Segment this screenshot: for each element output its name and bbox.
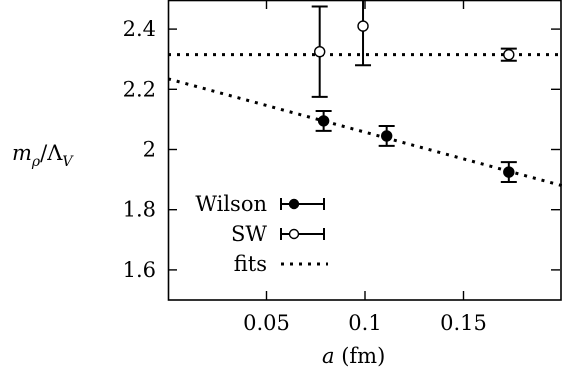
axes: 0.05 0.1 0.15 1.6 1.8 2 2.2 2.4 bbox=[123, 0, 562, 335]
marker bbox=[313, 45, 326, 58]
marker bbox=[357, 20, 369, 32]
x-tick-label: 0.1 bbox=[348, 311, 381, 335]
legend-entry-wilson: Wilson bbox=[195, 192, 325, 216]
x-axis-label: a (fm) bbox=[322, 344, 385, 368]
marker bbox=[380, 130, 393, 142]
legend-label: fits bbox=[234, 252, 267, 276]
data-point-wilson bbox=[500, 161, 517, 184]
legend-entry-fits: fits bbox=[234, 252, 328, 276]
marker bbox=[503, 48, 515, 61]
y-tick-label: 1.6 bbox=[123, 258, 156, 282]
y-tick-label: 1.8 bbox=[123, 198, 156, 222]
data-point-wilson bbox=[378, 125, 395, 147]
x-tick-label: 0.05 bbox=[243, 311, 290, 335]
fit-lines bbox=[168, 53, 562, 188]
legend-marker bbox=[288, 228, 300, 240]
marker bbox=[317, 115, 330, 127]
y-tick-label: 2 bbox=[143, 138, 156, 162]
data-points bbox=[311, 0, 517, 184]
fit-line bbox=[168, 77, 562, 188]
data-point-sw bbox=[311, 5, 328, 98]
legend-marker bbox=[288, 198, 300, 210]
legend-entry-sw: SW bbox=[231, 222, 325, 246]
legend: Wilson SW fits bbox=[195, 192, 328, 276]
data-point-wilson bbox=[315, 109, 332, 132]
y-axis-label: mρ/ΛV bbox=[12, 141, 74, 170]
y-tick-label: 2.2 bbox=[123, 77, 156, 101]
legend-label: Wilson bbox=[195, 192, 267, 216]
y-tick-label: 2.4 bbox=[123, 17, 156, 41]
legend-label: SW bbox=[231, 222, 267, 246]
marker bbox=[503, 166, 515, 178]
data-point-sw bbox=[500, 47, 517, 62]
x-tick-label: 0.15 bbox=[440, 311, 487, 335]
data-point-sw bbox=[355, 0, 372, 67]
axis-labels: mρ/ΛV a (fm) bbox=[12, 141, 385, 368]
plot-frame bbox=[167, 0, 562, 301]
